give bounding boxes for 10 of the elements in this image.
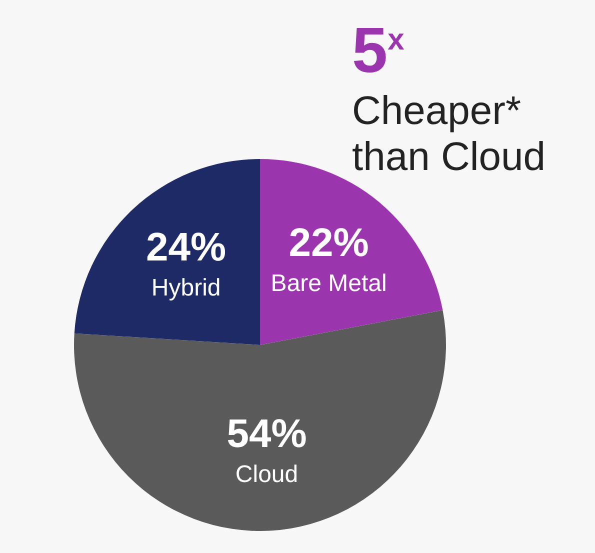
data-label: 22% — [288, 220, 369, 265]
chart-subtitle: Cheaper* than Cloud — [352, 88, 546, 180]
pie-slice — [74, 159, 260, 345]
slice-label: Cloud — [235, 460, 298, 488]
data-label: 24% — [146, 225, 226, 270]
pie-slice — [74, 310, 446, 531]
slice-label: Hybrid — [151, 274, 221, 302]
chart-title: 5$^{x}$ — [352, 14, 406, 86]
slice-label: Bare Metal — [270, 270, 387, 297]
data-label: 54% — [226, 412, 307, 456]
